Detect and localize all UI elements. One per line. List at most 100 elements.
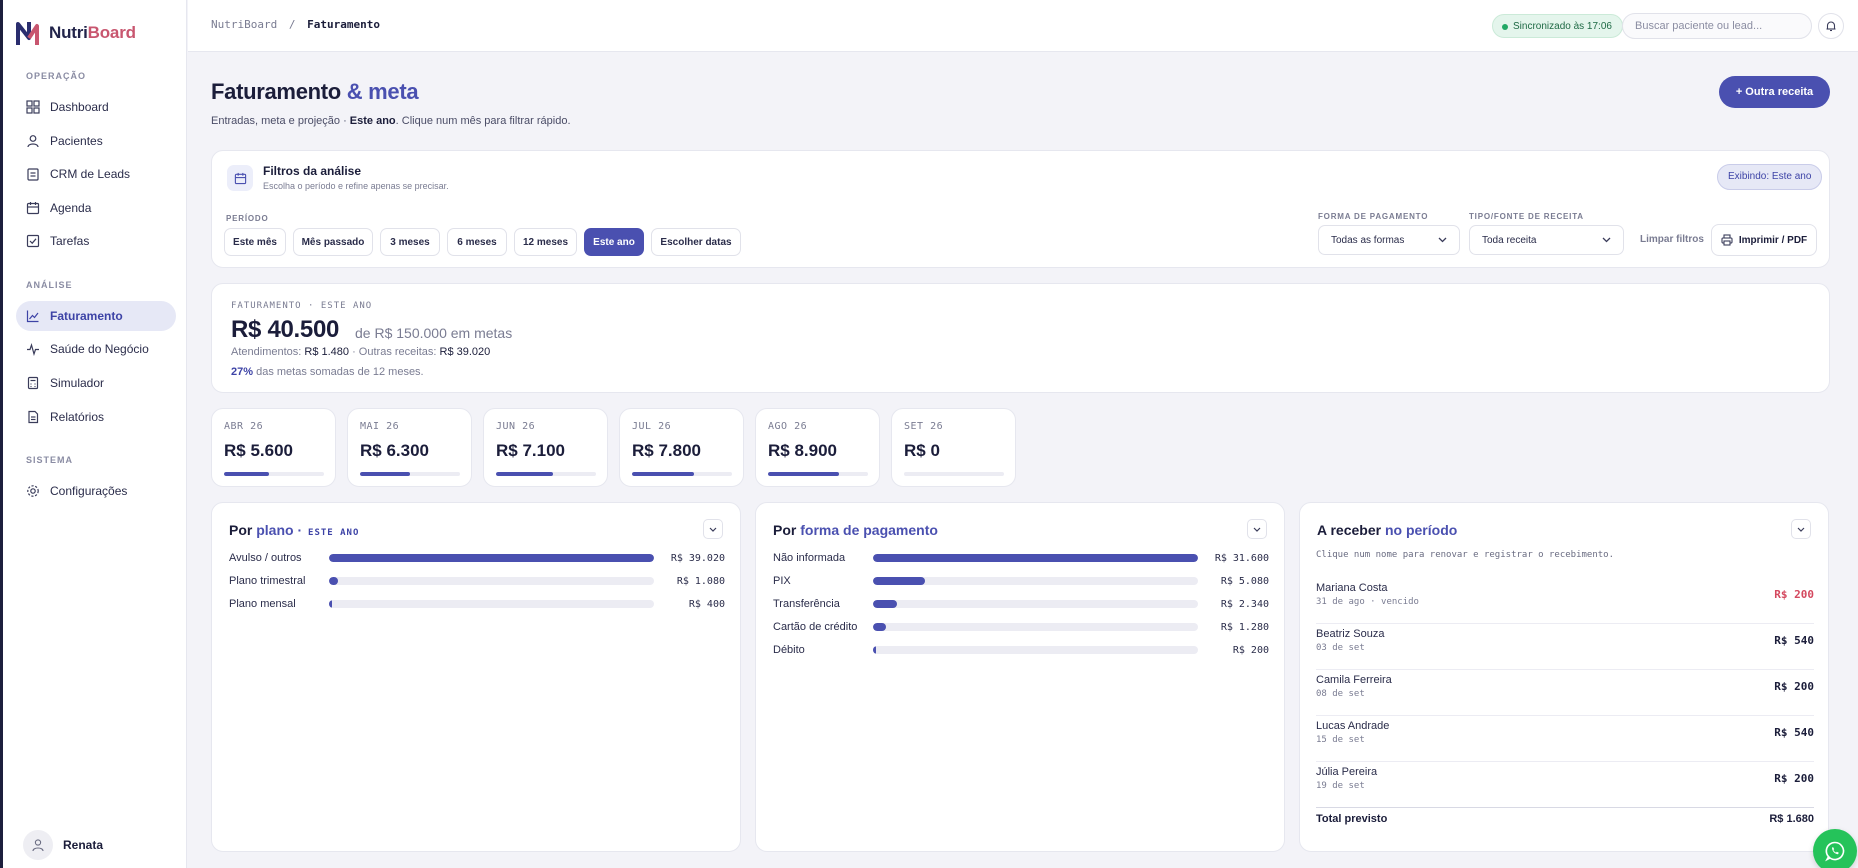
month-progress-track — [768, 472, 868, 476]
summary-goal-percent: 27% das metas somadas de 12 meses. — [231, 366, 424, 378]
month-value: R$ 7.100 — [496, 441, 565, 460]
month-card[interactable]: JUN 26 R$ 7.100 — [483, 408, 608, 487]
bar-track — [873, 577, 1198, 585]
month-card[interactable]: ABR 26 R$ 5.600 — [211, 408, 336, 487]
payment-bar-row[interactable]: Cartão de crédito R$ 1.280 — [773, 619, 1269, 635]
period-chip-este-mes[interactable]: Este mês — [224, 228, 286, 256]
payment-bar-row[interactable]: PIX R$ 5.080 — [773, 573, 1269, 589]
bar-fill — [873, 600, 898, 608]
bell-icon — [1826, 21, 1836, 32]
receivable-name[interactable]: Mariana Costa — [1316, 582, 1388, 594]
by-payment-panel: Por forma de pagamento Não informada R$ 3… — [755, 502, 1285, 852]
checkbox-icon — [26, 234, 40, 248]
bar-label: Não informada — [773, 552, 846, 564]
print-pdf-button[interactable]: Imprimir / PDF — [1711, 224, 1817, 256]
sidebar-item-label: Configurações — [50, 484, 128, 498]
sidebar-item-label: CRM de Leads — [50, 167, 131, 181]
receivables-title: A receber no período — [1317, 522, 1458, 538]
collapse-button[interactable] — [1791, 519, 1811, 539]
receivable-row[interactable]: Mariana Costa 31 de ago · vencido R$ 200 — [1316, 578, 1814, 624]
sidebar-item-configuracoes[interactable]: Configurações — [16, 476, 176, 506]
month-card[interactable]: AGO 26 R$ 8.900 — [755, 408, 880, 487]
plan-bar-row[interactable]: Avulso / outros R$ 39.020 — [229, 550, 725, 566]
bar-fill — [329, 600, 333, 608]
bar-value: R$ 39.020 — [670, 552, 725, 564]
search-input[interactable] — [1622, 13, 1812, 39]
month-progress-fill — [632, 472, 694, 476]
add-other-revenue-button[interactable]: + Outra receita — [1719, 76, 1830, 108]
plan-bar-row[interactable]: Plano trimestral R$ 1.080 — [229, 573, 725, 589]
sidebar-item-relatorios[interactable]: Relatórios — [16, 402, 176, 432]
brand[interactable]: NutriBoard — [15, 18, 136, 48]
sidebar-item-tarefas[interactable]: Tarefas — [16, 226, 176, 256]
sidebar-item-faturamento[interactable]: Faturamento — [16, 301, 176, 331]
window-edge — [0, 0, 3, 868]
revenue-source-label: TIPO/FONTE DE RECEITA — [1469, 212, 1584, 221]
bar-track — [329, 577, 654, 585]
collapse-button[interactable] — [703, 519, 723, 539]
month-progress-fill — [496, 472, 553, 476]
period-chip-12-meses[interactable]: 12 meses — [514, 228, 577, 256]
revenue-source-select[interactable]: Toda receita — [1469, 225, 1624, 255]
user-menu[interactable]: Renata — [23, 830, 103, 860]
period-chip-mes-passado[interactable]: Mês passado — [293, 228, 373, 256]
payment-method-select[interactable]: Todas as formas — [1318, 225, 1460, 255]
payment-bar-row[interactable]: Transferência R$ 2.340 — [773, 596, 1269, 612]
receivable-name[interactable]: Beatriz Souza — [1316, 628, 1385, 640]
receivable-date: 08 de set — [1316, 689, 1365, 699]
breadcrumb-current: Faturamento — [307, 18, 380, 31]
bar-value: R$ 1.080 — [676, 575, 725, 587]
period-chip-6-meses[interactable]: 6 meses — [447, 228, 507, 256]
nav-section-operacao: OPERAÇÃO — [26, 71, 87, 81]
month-card[interactable]: MAI 26 R$ 6.300 — [347, 408, 472, 487]
bar-value: R$ 5.080 — [1220, 575, 1269, 587]
breadcrumb-separator: / — [288, 18, 296, 31]
bar-fill — [873, 623, 887, 631]
bar-value: R$ 2.340 — [1220, 598, 1269, 610]
bar-value: R$ 1.280 — [1220, 621, 1269, 633]
receivable-row[interactable]: Lucas Andrade 15 de set R$ 540 — [1316, 716, 1814, 762]
collapse-button[interactable] — [1247, 519, 1267, 539]
sidebar-item-simulador[interactable]: Simulador — [16, 368, 176, 398]
period-chip-3-meses[interactable]: 3 meses — [380, 228, 440, 256]
receivable-date: 15 de set — [1316, 735, 1365, 745]
receivable-row[interactable]: Júlia Pereira 19 de set R$ 200 — [1316, 762, 1814, 808]
chart-line-icon — [26, 310, 39, 323]
bar-label: Débito — [773, 644, 805, 656]
receivable-row[interactable]: Camila Ferreira 08 de set R$ 200 — [1316, 670, 1814, 716]
month-card[interactable]: SET 26 R$ 0 — [891, 408, 1016, 487]
breadcrumb-root[interactable]: NutriBoard — [211, 18, 278, 31]
sidebar-item-crm-de-leads[interactable]: CRM de Leads — [16, 159, 176, 189]
receivable-name[interactable]: Lucas Andrade — [1316, 720, 1390, 732]
print-pdf-label: Imprimir / PDF — [1738, 234, 1808, 246]
total-value: R$ 1.680 — [1769, 813, 1814, 825]
plan-bar-row[interactable]: Plano mensal R$ 400 — [229, 596, 725, 612]
month-progress-fill — [768, 472, 839, 476]
sidebar-item-agenda[interactable]: Agenda — [16, 193, 176, 223]
user-avatar-icon — [32, 839, 44, 852]
bar-value: R$ 400 — [688, 598, 725, 610]
breadcrumb: NutriBoard / Faturamento — [211, 18, 380, 31]
sidebar-item-pacientes[interactable]: Pacientes — [16, 126, 176, 156]
receivable-row[interactable]: Beatriz Souza 03 de set R$ 540 — [1316, 624, 1814, 670]
sidebar-item-dashboard[interactable]: Dashboard — [16, 92, 176, 122]
payment-bar-row[interactable]: Não informada R$ 31.600 — [773, 550, 1269, 566]
receivable-name[interactable]: Júlia Pereira — [1316, 766, 1378, 778]
summary-breakdown: Atendimentos: R$ 1.480 · Outras receitas… — [231, 346, 491, 358]
month-card[interactable]: JUL 26 R$ 7.800 — [619, 408, 744, 487]
sidebar-item-label: Saúde do Negócio — [50, 342, 149, 356]
notifications-button[interactable] — [1818, 13, 1844, 39]
whatsapp-button[interactable] — [1813, 829, 1857, 868]
month-progress-track — [496, 472, 596, 476]
month-value: R$ 5.600 — [224, 441, 293, 460]
payment-bar-row[interactable]: Débito R$ 200 — [773, 642, 1269, 658]
period-chip-este-ano[interactable]: Este ano — [584, 228, 644, 256]
user-name: Renata — [63, 838, 104, 852]
sidebar-item-saude-do-negocio[interactable]: Saúde do Negócio — [16, 334, 176, 364]
receivable-date: 31 de ago · vencido — [1316, 597, 1419, 607]
receivable-name[interactable]: Camila Ferreira — [1316, 674, 1392, 686]
clear-filters-link[interactable]: Limpar filtros — [1640, 234, 1704, 245]
receivables-hint: Clique num nome para renovar e registrar… — [1316, 550, 1615, 560]
receivable-date: 19 de set — [1316, 781, 1365, 791]
period-chip-escolher-datas[interactable]: Escolher datas — [651, 228, 741, 256]
